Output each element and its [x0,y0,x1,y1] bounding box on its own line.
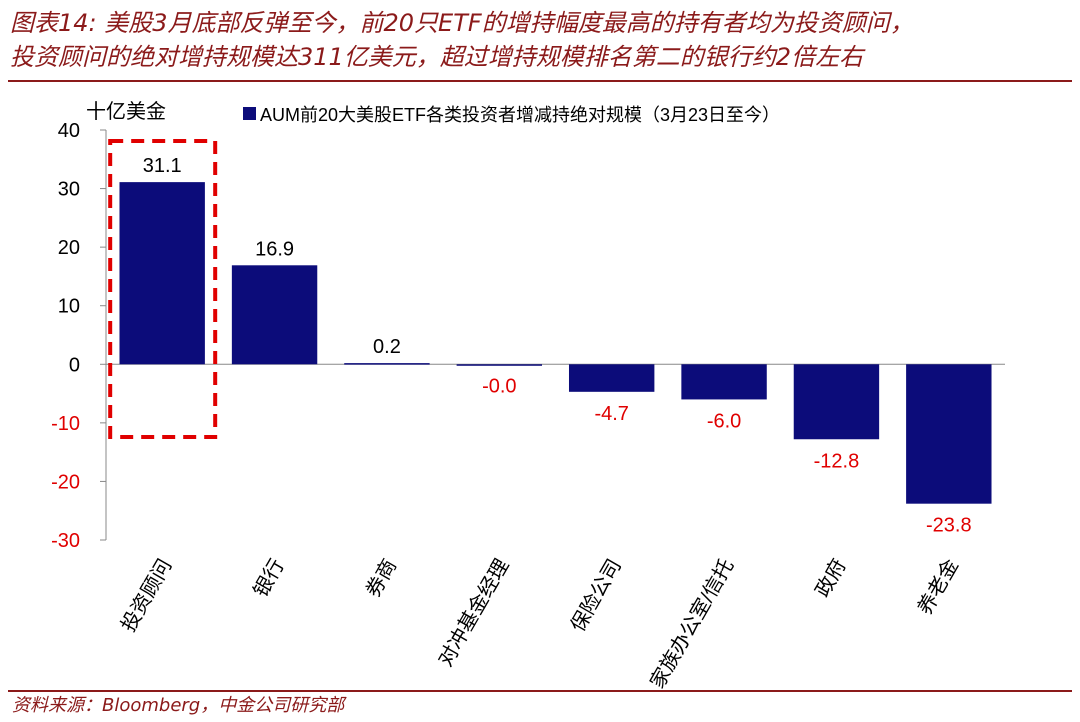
value-labels: 31.1 16.9 0.2 -0.0 -4.7 -6.0 -12.8 -23.8 [143,155,972,537]
y-tick-label: 40 [58,120,80,142]
bar-2 [344,363,430,365]
value-label-3: -0.0 [482,375,516,397]
legend-swatch [243,107,256,120]
source-note: 资料来源：Bloomberg，中金公司研究部 [12,695,345,716]
title-line-2: 投资顾问的绝对增持规模达311亿美元，超过增持规模排名第二的银行约2倍左右 [10,43,864,71]
y-tick-label: 30 [58,179,80,201]
category-label-3: 对冲基金经理 [434,555,514,670]
value-label-4: -4.7 [594,403,628,425]
value-label-6: -12.8 [814,450,860,472]
y-axis-unit: 十亿美金 [86,100,166,123]
bar-5 [681,364,767,400]
y-tick-label: -30 [51,530,80,552]
category-label-5: 家族办公室/信托 [646,555,739,690]
bar-3 [456,364,543,366]
y-axis: 40 30 20 10 0 -10 -20 -30 十亿美金 [51,100,1005,552]
highlight-box [108,139,218,439]
highlight-dashed-box [108,139,218,439]
y-tick-label: 10 [58,296,80,318]
bar-1 [231,265,318,365]
value-label-1: 16.9 [255,238,294,260]
chart-title: 图表14: 美股3月底部反弹至今，前20只ETF的增持幅度最高的持有者均为投资顾… [10,6,1072,74]
footer-divider [8,690,1072,692]
value-label-2: 0.2 [373,336,401,358]
value-label-0: 31.1 [143,155,182,177]
category-label-7: 养老金 [913,555,963,618]
value-label-7: -23.8 [926,515,972,537]
bar-4 [568,364,655,392]
title-line-1: 图表14: 美股3月底部反弹至今，前20只ETF的增持幅度最高的持有者均为投资顾… [10,9,914,37]
y-tick-label: 20 [58,237,80,259]
bar-7 [906,364,992,504]
x-axis-labels: 投资顾问 银行 券商 对冲基金经理 保险公司 家族办公室/信托 政府 养老金 [117,555,964,690]
legend-label: AUM前20大美股ETF各类投资者增减持绝对规模（3月23日至今） [260,105,780,125]
y-tick-label: 0 [69,354,80,376]
category-label-4: 保险公司 [566,555,626,636]
bar-6 [793,364,880,440]
category-label-2: 券商 [361,555,401,601]
bar-0 [119,182,205,365]
y-tick-label: -20 [51,471,80,493]
bars [119,182,992,504]
legend: AUM前20大美股ETF各类投资者增减持绝对规模（3月23日至今） [243,105,780,125]
category-label-1: 银行 [249,555,289,601]
y-tick-label: -10 [51,413,80,435]
category-label-6: 政府 [811,555,851,601]
value-label-5: -6.0 [707,410,741,432]
title-divider [8,80,1072,82]
category-label-0: 投资顾问 [117,555,177,636]
bar-chart: 40 30 20 10 0 -10 -20 -30 十亿美金 31.1 16.9 0.2 -0.0 -4… [51,100,1005,690]
